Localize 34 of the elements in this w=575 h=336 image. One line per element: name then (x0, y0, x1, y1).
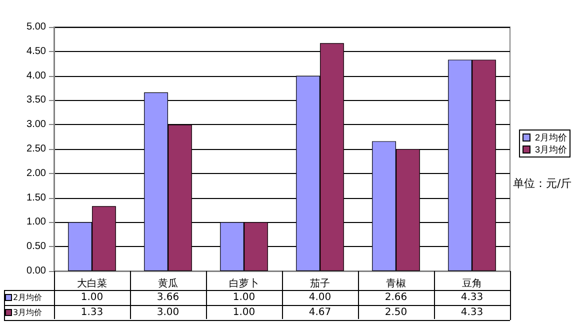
x-tick-label: 豆角 (462, 278, 482, 290)
legend-label: 3月均价 (534, 144, 568, 154)
data-label: 1.00 (232, 291, 256, 305)
text: 单位：元/斤 (513, 176, 572, 191)
y-tick-label: 5.00 (26, 22, 46, 32)
y-tick-label: 0.50 (26, 241, 46, 252)
data-label: 4.33 (460, 291, 484, 305)
y-tick-label: 2.00 (26, 168, 46, 179)
x-tick-label: 茄子 (310, 278, 330, 290)
data-label: 1.00 (80, 291, 104, 305)
data-label: 4.33 (460, 306, 484, 320)
x-tick-label: 黄瓜 (158, 278, 178, 290)
legend-label: 2月均价 (12, 292, 44, 304)
y-tick-label: 1.50 (26, 192, 46, 204)
data-label: 2.66 (384, 291, 408, 305)
y-tick-label: 4.00 (26, 70, 46, 82)
data-label: 4.67 (308, 306, 332, 320)
text: 3月均价 (13, 308, 42, 317)
y-tick-label: 2.50 (26, 144, 46, 154)
data-label: 3.66 (156, 291, 180, 305)
y-tick-label: 0.00 (26, 266, 46, 276)
data-label: 2.50 (384, 306, 408, 320)
data-label: 3.00 (156, 306, 180, 320)
x-tick-label: 白萝卜 (229, 278, 259, 290)
y-tick-label: 4.50 (26, 46, 46, 57)
y-tick-label: 3.00 (26, 119, 46, 130)
data-label: 4.00 (308, 291, 332, 305)
data-label: 1.00 (232, 306, 256, 320)
text: 2月均价 (534, 132, 568, 142)
data-label: 1.33 (80, 306, 104, 320)
x-tick-label: 大白菜 (77, 278, 107, 290)
x-tick-label: 青椒 (386, 278, 406, 290)
y-tick-label: 3.50 (26, 94, 46, 106)
y-tick-label: 1.00 (26, 216, 46, 228)
